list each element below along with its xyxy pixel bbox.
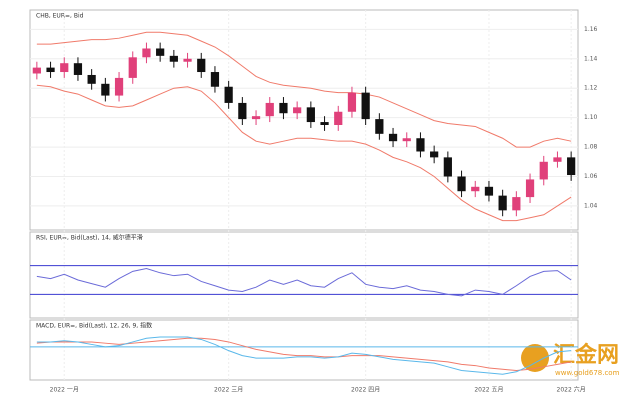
- candle-body: [320, 122, 329, 125]
- candle-body: [142, 48, 151, 58]
- candle-body: [156, 48, 165, 56]
- candle-body: [484, 186, 494, 196]
- candle-body: [361, 92, 370, 120]
- candle-body: [539, 161, 548, 180]
- candle-body: [265, 102, 274, 117]
- candle-body: [169, 55, 178, 62]
- macd-title: MACD, EUR=, Bid(Last), 12, 26, 9, 指数: [36, 322, 152, 330]
- y-tick-label: 1.04: [584, 202, 598, 209]
- candle-body: [251, 116, 261, 120]
- candle-body: [375, 119, 384, 134]
- candle-body: [443, 157, 452, 177]
- logo-icon: [521, 344, 549, 372]
- candle-body: [101, 83, 110, 96]
- candle-body: [60, 63, 69, 73]
- main-title: CHB, EUR=, Bid: [36, 13, 84, 20]
- y-tick-label: 1.16: [584, 26, 598, 33]
- candle-body: [388, 133, 398, 142]
- candle-body: [471, 186, 480, 192]
- candle-body: [306, 107, 315, 123]
- candle-body: [32, 67, 41, 74]
- rsi-frame: [29, 231, 579, 319]
- candle-body: [238, 102, 247, 120]
- candle-body: [457, 176, 466, 192]
- x-tick-label: 2022 六月: [557, 386, 586, 394]
- candle-body: [347, 92, 357, 112]
- rsi-title: RSI, EUR=, Bid(Last), 14, 威尔德平滑: [36, 234, 143, 242]
- y-tick-label: 1.06: [584, 173, 598, 180]
- candle-body: [87, 74, 96, 84]
- candle-body: [128, 57, 137, 78]
- y-tick-label: 1.08: [584, 144, 598, 151]
- watermark-url: www.gold678.com: [555, 369, 620, 377]
- candle-body: [567, 157, 576, 176]
- candle-body: [293, 107, 302, 114]
- x-tick-label: 2022 五月: [474, 387, 503, 394]
- macd-frame: [29, 319, 579, 381]
- candle-body: [553, 157, 562, 162]
- candle-body: [73, 63, 83, 75]
- y-tick-label: 1.10: [584, 114, 598, 121]
- candle-body: [224, 86, 233, 103]
- signal-line: [36, 337, 572, 372]
- candle-body: [197, 58, 206, 73]
- upper-band: [36, 31, 572, 148]
- y-tick-label: 1.14: [584, 55, 598, 62]
- candle-body: [183, 58, 192, 62]
- candle-body: [498, 195, 507, 211]
- candle-body: [334, 111, 343, 125]
- candle-body: [402, 138, 411, 142]
- candle-body: [210, 72, 220, 87]
- candle-body: [430, 151, 439, 158]
- x-tick-label: 2022 三月: [214, 387, 243, 394]
- watermark-brand: 汇金网: [553, 342, 619, 368]
- candle-body: [416, 138, 425, 152]
- candle-body: [525, 179, 535, 198]
- rsi-line: [36, 267, 572, 297]
- lower-band: [36, 84, 572, 222]
- macd-line: [36, 336, 572, 375]
- x-tick-label: 2022 四月: [351, 387, 380, 394]
- candle-body: [114, 77, 124, 96]
- candle-body: [512, 197, 521, 211]
- y-tick-label: 1.12: [584, 85, 598, 92]
- x-tick-label: 2022 一月: [50, 387, 79, 394]
- main-frame: [29, 9, 579, 231]
- candle-body: [279, 102, 288, 114]
- candle-body: [46, 67, 55, 73]
